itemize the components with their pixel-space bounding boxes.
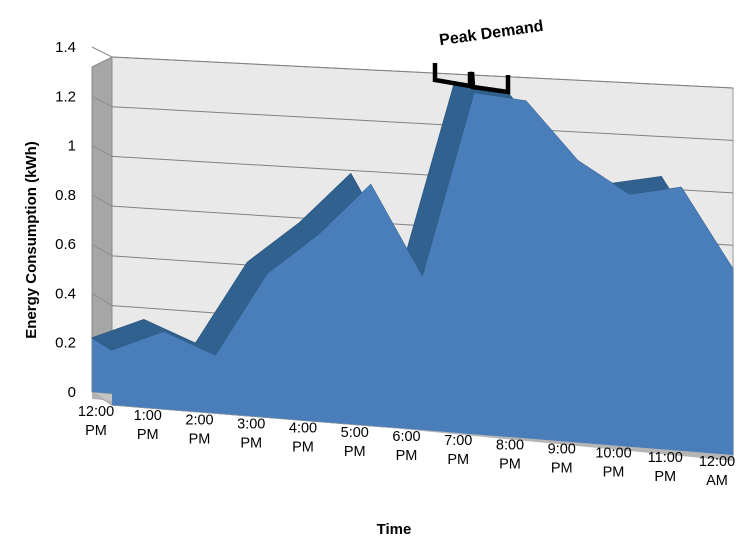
left-wall-gridline: [91, 194, 113, 207]
left-wall-gridline: [91, 46, 113, 58]
x-axis-category-label: 5:00 PM: [341, 425, 369, 460]
category-meridiem: PM: [499, 456, 521, 472]
x-axis-category-label: 12:00 PM: [78, 404, 114, 439]
category-time: 12:00: [699, 454, 735, 470]
peak-demand-label: Peak Demand: [438, 18, 544, 49]
x-axis-category-label: 8:00 PM: [496, 437, 524, 472]
data-series-area: [91, 82, 734, 456]
category-time: 2:00: [185, 412, 213, 428]
category-meridiem: PM: [447, 452, 469, 468]
y-axis-tick-label: 0.4: [55, 285, 76, 302]
x-axis-title: Time: [377, 521, 412, 538]
left-wall-gridline: [91, 293, 113, 306]
x-axis-category-label: 11:00 PM: [648, 450, 683, 485]
y-axis-tick-labels: 0 0.2 0.4 0.6 0.8 1 1.2 1.4: [55, 39, 76, 401]
category-time: 6:00: [392, 429, 420, 445]
category-time: 11:00: [648, 450, 683, 466]
y-axis-tick-label: 0.2: [55, 335, 76, 352]
category-time: 9:00: [548, 442, 576, 458]
x-axis-category-label: 6:00 PM: [392, 429, 420, 464]
x-axis-category-label: 3:00 PM: [237, 417, 265, 452]
y-axis-tick-label: 0.6: [55, 236, 76, 253]
y-axis-tick-label: 0.8: [55, 187, 76, 204]
x-axis-category-label: 1:00 PM: [134, 408, 162, 443]
category-time: 8:00: [496, 437, 524, 453]
y-axis-title: Energy Consumption (kWh): [23, 141, 40, 339]
category-meridiem: PM: [344, 444, 366, 460]
category-time: 4:00: [289, 421, 317, 437]
x-axis-category-label: 10:00 PM: [595, 446, 631, 481]
y-axis-tick-label: 0: [68, 384, 76, 401]
category-time: 5:00: [341, 425, 369, 441]
gridline: [111, 106, 734, 141]
left-wall-gridline: [91, 243, 113, 257]
category-meridiem: PM: [551, 461, 573, 477]
category-meridiem: PM: [654, 469, 676, 485]
floor-front-edge: [92, 392, 733, 461]
category-meridiem: PM: [396, 448, 418, 464]
x-axis-category-label: 4:00 PM: [289, 421, 317, 456]
x-axis-category-label: 12:00 AM: [699, 454, 735, 489]
category-meridiem: PM: [137, 427, 159, 443]
left-wall-gridline: [91, 145, 113, 157]
x-axis-category-label: 9:00 PM: [548, 442, 576, 477]
category-meridiem: PM: [189, 431, 211, 447]
category-meridiem: PM: [240, 436, 262, 452]
peak-demand-brace-icon: [432, 63, 511, 95]
area-back-face: [112, 93, 733, 455]
x-axis-category-label: 2:00 PM: [185, 412, 213, 447]
category-time: 7:00: [444, 433, 472, 449]
category-time: 1:00: [134, 408, 162, 424]
x-axis-category-labels: 12:00PM1:00PM2:00PM3:00PM4:00PM5:00PM6:0…: [78, 404, 735, 489]
y-axis-tick-label: 1.4: [55, 39, 76, 56]
gridline: [111, 56, 734, 89]
y-axis-tick-label: 1: [68, 138, 76, 155]
category-time: 3:00: [237, 417, 265, 433]
category-meridiem: PM: [85, 423, 107, 439]
y-axis-tick-label: 1.2: [55, 88, 76, 105]
left-wall-gridline: [91, 95, 113, 108]
category-time: 12:00: [78, 404, 114, 420]
category-meridiem: AM: [706, 473, 728, 489]
x-axis-category-label: 7:00 PM: [444, 433, 472, 468]
category-meridiem: PM: [603, 465, 625, 481]
category-meridiem: PM: [292, 440, 314, 456]
category-time: 10:00: [595, 446, 631, 462]
